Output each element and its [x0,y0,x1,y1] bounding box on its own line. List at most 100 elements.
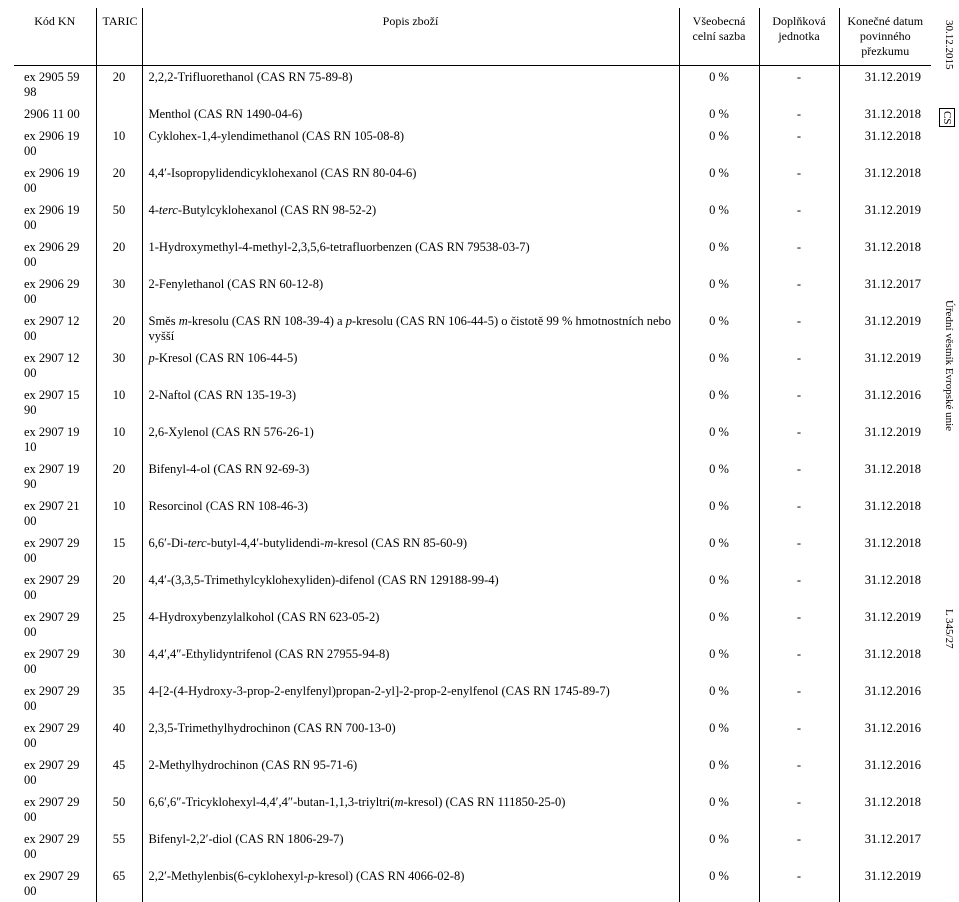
table-row: ex 2905 59 98202,2,2-Trifluorethanol (CA… [14,66,931,104]
cell-jedn: - [759,103,839,125]
col-header-kn: Kód KN [14,8,96,66]
cell-sazba: 0 % [679,791,759,828]
cell-taric: 20 [96,66,142,104]
table-row: ex 2907 15 90102-Naftol (CAS RN 135-19-3… [14,384,931,421]
cell-kn: ex 2907 29 00 [14,717,96,754]
col-header-sazba: Všeobecná celní sazba [679,8,759,66]
cell-popis: 1-Hydroxymethyl-4-methyl-2,3,5,6-tetrafl… [142,236,679,273]
table-row: ex 2907 29 0055Bifenyl-2,2′-diol (CAS RN… [14,828,931,865]
cell-popis: 2,3,5-Trimethylhydrochinon (CAS RN 700-1… [142,717,679,754]
cell-sazba: 0 % [679,754,759,791]
cell-kn: ex 2907 29 00 [14,754,96,791]
cell-kn: ex 2907 29 00 [14,569,96,606]
table-row: ex 2907 19 9020Bifenyl-4-ol (CAS RN 92-6… [14,458,931,495]
cell-datum: 31.12.2019 [839,199,931,236]
cell-popis: Bifenyl-2,2′-diol (CAS RN 1806-29-7) [142,828,679,865]
cell-jedn: - [759,162,839,199]
cell-popis: Menthol (CAS RN 1490-04-6) [142,103,679,125]
table-row: ex 2907 29 00452-Methylhydrochinon (CAS … [14,754,931,791]
cell-datum: 31.12.2018 [839,236,931,273]
cell-kn: ex 2907 15 90 [14,384,96,421]
cell-datum: 31.12.2017 [839,828,931,865]
cell-datum: 31.12.2016 [839,680,931,717]
cell-sazba: 0 % [679,569,759,606]
cell-datum: 31.12.2019 [839,310,931,347]
cell-taric: 30 [96,347,142,384]
cell-datum: 31.12.2018 [839,495,931,532]
cell-taric: 25 [96,606,142,643]
table-row: ex 2906 29 00201-Hydroxymethyl-4-methyl-… [14,236,931,273]
cell-datum: 31.12.2016 [839,754,931,791]
table-row: ex 2907 29 00652,2′-Methylenbis(6-cykloh… [14,865,931,902]
cell-kn: ex 2906 19 00 [14,162,96,199]
cell-datum: 31.12.2018 [839,162,931,199]
cell-jedn: - [759,791,839,828]
cell-sazba: 0 % [679,717,759,754]
cell-jedn: - [759,125,839,162]
cell-taric: 65 [96,865,142,902]
cell-datum: 31.12.2019 [839,606,931,643]
cell-taric: 10 [96,421,142,458]
margin-journal: Úřední věstník Evropské unie [943,300,955,431]
cell-sazba: 0 % [679,236,759,273]
cell-sazba: 0 % [679,199,759,236]
cell-popis: 4-Hydroxybenzylalkohol (CAS RN 623-05-2) [142,606,679,643]
cell-taric: 30 [96,643,142,680]
table-row: ex 2907 21 0010Resorcinol (CAS RN 108-46… [14,495,931,532]
cell-taric: 20 [96,236,142,273]
table-row: ex 2907 29 00254-Hydroxybenzylalkohol (C… [14,606,931,643]
cell-taric: 55 [96,828,142,865]
cell-jedn: - [759,754,839,791]
cell-popis: 2,6-Xylenol (CAS RN 576-26-1) [142,421,679,458]
cell-popis: Bifenyl-4-ol (CAS RN 92-69-3) [142,458,679,495]
cell-sazba: 0 % [679,458,759,495]
cell-jedn: - [759,865,839,902]
cell-kn: ex 2907 29 00 [14,643,96,680]
cell-kn: ex 2906 29 00 [14,273,96,310]
cell-sazba: 0 % [679,643,759,680]
cell-taric: 20 [96,569,142,606]
cell-taric: 20 [96,162,142,199]
cell-sazba: 0 % [679,865,759,902]
cell-kn: ex 2907 29 00 [14,680,96,717]
cell-sazba: 0 % [679,680,759,717]
cell-popis: Resorcinol (CAS RN 108-46-3) [142,495,679,532]
margin-date: 30.12.2015 [943,20,955,70]
margin-lang: CS [939,108,955,127]
cell-kn: ex 2907 29 00 [14,606,96,643]
cell-datum: 31.12.2016 [839,717,931,754]
cell-jedn: - [759,384,839,421]
cell-popis: 6,6′,6″-Tricyklohexyl-4,4′,4″-butan-1,1,… [142,791,679,828]
col-header-jedn: Doplňková jednotka [759,8,839,66]
cell-jedn: - [759,569,839,606]
cell-popis: 2,2,2-Trifluorethanol (CAS RN 75-89-8) [142,66,679,104]
cell-sazba: 0 % [679,421,759,458]
cell-datum: 31.12.2016 [839,384,931,421]
table-row: ex 2906 29 00302-Fenylethanol (CAS RN 60… [14,273,931,310]
table-row: ex 2907 29 00156,6′-Di-terc-butyl-4,4′-b… [14,532,931,569]
tariff-table: Kód KN TARIC Popis zboží Všeobecná celní… [14,8,931,902]
cell-datum: 31.12.2018 [839,643,931,680]
cell-jedn: - [759,532,839,569]
cell-jedn: - [759,347,839,384]
cell-kn: ex 2907 12 00 [14,310,96,347]
cell-taric [96,103,142,125]
cell-jedn: - [759,458,839,495]
cell-popis: 2-Naftol (CAS RN 135-19-3) [142,384,679,421]
cell-sazba: 0 % [679,384,759,421]
table-row: ex 2907 29 00304,4′,4″-Ethylidyntrifenol… [14,643,931,680]
cell-datum: 31.12.2018 [839,532,931,569]
cell-popis: 4-[2-(4-Hydroxy-3-prop-2-enylfenyl)propa… [142,680,679,717]
table-row: ex 2907 29 00204,4′-(3,3,5-Trimethylcykl… [14,569,931,606]
table-row: ex 2906 19 0010Cyklohex-1,4-ylendimethan… [14,125,931,162]
table-row: ex 2906 19 00504-terc-Butylcyklohexanol … [14,199,931,236]
cell-kn: ex 2907 29 00 [14,532,96,569]
cell-taric: 20 [96,458,142,495]
cell-taric: 45 [96,754,142,791]
table-row: 2906 11 00Menthol (CAS RN 1490-04-6)0 %-… [14,103,931,125]
cell-jedn: - [759,717,839,754]
margin-page: L 345/27 [943,609,955,649]
cell-sazba: 0 % [679,310,759,347]
cell-datum: 31.12.2018 [839,569,931,606]
table-row: ex 2907 29 00506,6′,6″-Tricyklohexyl-4,4… [14,791,931,828]
